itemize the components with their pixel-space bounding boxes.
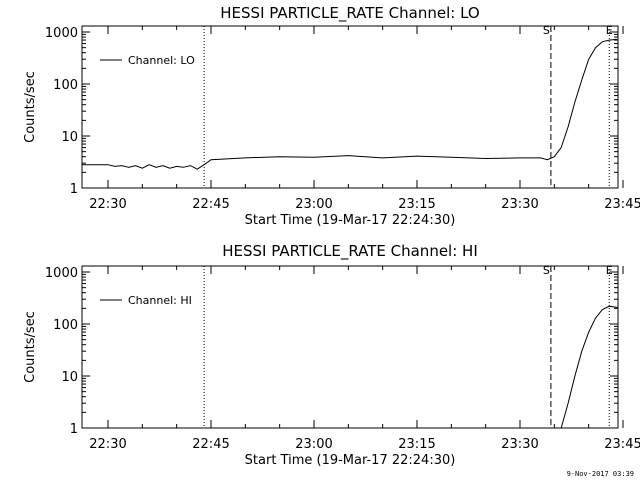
y-tick-label: 1000 xyxy=(45,266,78,281)
series-line xyxy=(82,38,618,170)
event-marker-label: S xyxy=(543,24,550,37)
y-tick-label: 100 xyxy=(53,318,78,333)
x-tick-label: 23:00 xyxy=(295,437,332,452)
plot-frame xyxy=(81,25,619,189)
x-tick-label: 23:45 xyxy=(604,197,640,212)
x-axis-label: Start Time (19-Mar-17 22:24:30) xyxy=(245,453,456,468)
lo-channel-panel: HESSI PARTICLE_RATE Channel: LO Counts/se… xyxy=(23,4,640,228)
y-tick-label: 10 xyxy=(61,130,78,145)
legend-label: Channel: HI xyxy=(128,294,192,307)
legend-label: Channel: LO xyxy=(128,54,195,67)
x-tick-label: 23:30 xyxy=(501,197,538,212)
x-tick-label: 22:45 xyxy=(192,437,229,452)
y-axis-label: Counts/sec xyxy=(23,71,38,143)
y-tick-label: 1 xyxy=(70,182,78,197)
x-tick-label: 23:45 xyxy=(604,437,640,452)
chart-title: HESSI PARTICLE_RATE Channel: LO xyxy=(220,4,479,23)
chart-title: HESSI PARTICLE_RATE Channel: HI xyxy=(222,242,478,261)
x-tick-label: 23:15 xyxy=(398,197,435,212)
x-tick-label: 22:30 xyxy=(89,197,126,212)
y-tick-label: 1 xyxy=(70,422,78,437)
y-tick-label: 100 xyxy=(53,78,78,93)
event-marker-label: E xyxy=(606,24,613,37)
event-marker-label: E xyxy=(606,264,613,277)
x-axis-label: Start Time (19-Mar-17 22:24:30) xyxy=(245,213,456,228)
x-tick-label: 22:45 xyxy=(192,197,229,212)
plot-frame xyxy=(81,265,619,429)
footer-timestamp: 9-Nov-2017 03:39 xyxy=(566,470,634,478)
series-line xyxy=(560,305,618,428)
y-axis-label: Counts/sec xyxy=(23,311,38,383)
x-tick-label: 23:15 xyxy=(398,437,435,452)
event-marker-label: S xyxy=(543,264,550,277)
hi-channel-panel: HESSI PARTICLE_RATE Channel: HI Counts/se… xyxy=(23,242,640,468)
y-tick-label: 10 xyxy=(61,370,78,385)
y-tick-label: 1000 xyxy=(45,26,78,41)
x-tick-label: 22:30 xyxy=(89,437,126,452)
x-tick-label: 23:00 xyxy=(295,197,332,212)
x-tick-label: 23:30 xyxy=(501,437,538,452)
